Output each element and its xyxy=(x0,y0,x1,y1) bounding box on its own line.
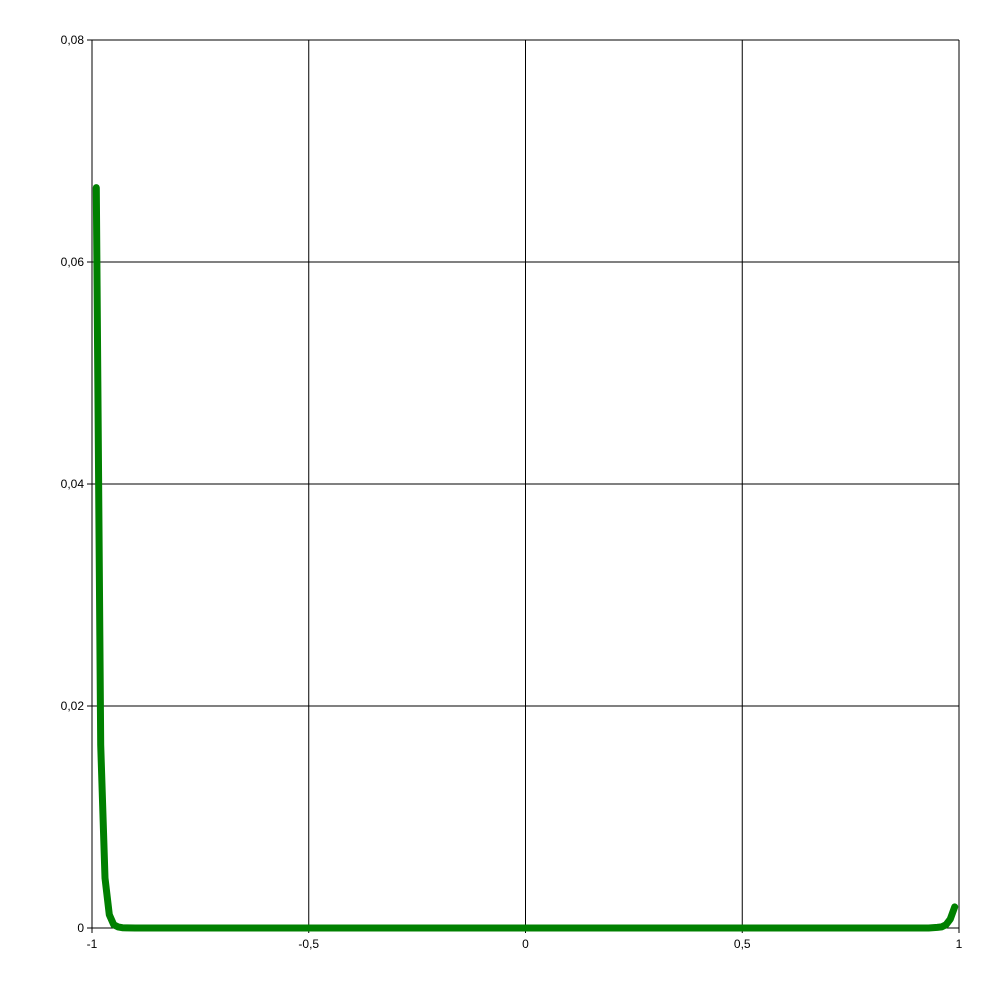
x-tick-label: -0,5 xyxy=(298,937,319,951)
series-layer xyxy=(92,184,959,932)
y-tick-label: 0,02 xyxy=(61,699,85,713)
y-tick-label: 0,06 xyxy=(61,255,85,269)
x-tick-label: 1 xyxy=(956,937,963,951)
x-tick-label: 0,5 xyxy=(734,937,751,951)
tick-labels: -1 -0,5 0 0,5 1 0 0,02 0,04 0,06 0,08 xyxy=(61,33,963,951)
y-tick-label: 0 xyxy=(77,921,84,935)
axes xyxy=(87,39,960,933)
series-line xyxy=(92,184,959,932)
y-tick-label: 0,08 xyxy=(61,33,85,47)
y-tick-label: 0,04 xyxy=(61,477,85,491)
x-tick-label: 0 xyxy=(522,937,529,951)
x-tick-label: -1 xyxy=(87,937,98,951)
grid xyxy=(91,39,960,929)
